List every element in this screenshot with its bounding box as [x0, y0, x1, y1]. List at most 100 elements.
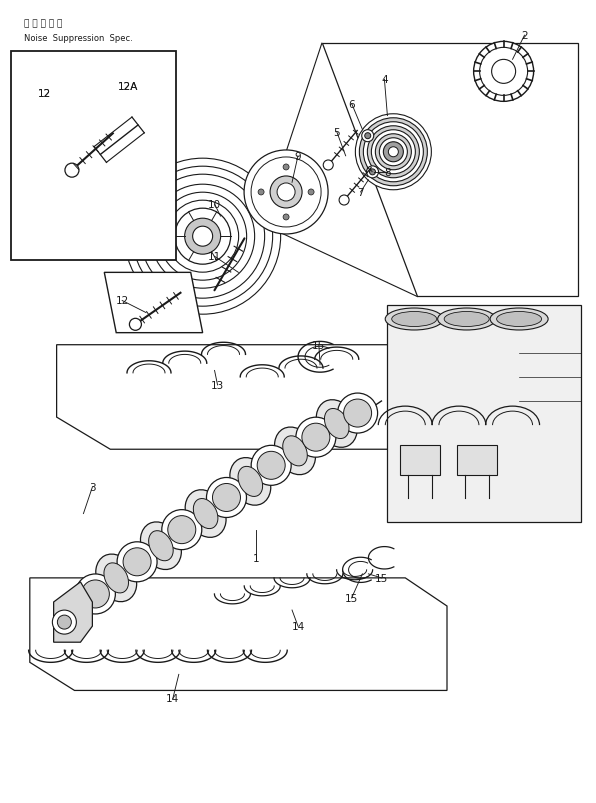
- Circle shape: [257, 452, 285, 479]
- Polygon shape: [322, 44, 578, 297]
- Bar: [457, 446, 497, 475]
- Circle shape: [258, 190, 264, 196]
- Circle shape: [380, 139, 407, 166]
- Bar: [400, 446, 440, 475]
- Circle shape: [337, 393, 378, 434]
- Circle shape: [251, 446, 291, 486]
- Circle shape: [57, 615, 72, 630]
- Text: 8: 8: [384, 168, 391, 177]
- Circle shape: [129, 319, 141, 331]
- Ellipse shape: [275, 427, 315, 475]
- Circle shape: [302, 424, 330, 451]
- Circle shape: [185, 219, 221, 255]
- Text: 低 騒 音 仕 様: 低 騒 音 仕 様: [24, 19, 62, 29]
- Circle shape: [367, 127, 420, 178]
- Ellipse shape: [324, 409, 349, 439]
- Ellipse shape: [385, 308, 443, 331]
- Polygon shape: [54, 582, 92, 642]
- Circle shape: [213, 484, 240, 512]
- Circle shape: [344, 400, 371, 427]
- Ellipse shape: [496, 312, 542, 327]
- Circle shape: [308, 190, 314, 196]
- Circle shape: [151, 185, 254, 289]
- Circle shape: [375, 135, 411, 170]
- Circle shape: [168, 516, 195, 544]
- Circle shape: [492, 60, 516, 84]
- Circle shape: [206, 478, 247, 518]
- Text: 5: 5: [333, 128, 340, 137]
- Text: 11: 11: [208, 252, 221, 262]
- Circle shape: [270, 177, 302, 209]
- Polygon shape: [104, 273, 203, 333]
- Text: 1: 1: [253, 553, 260, 563]
- Circle shape: [389, 148, 398, 157]
- Circle shape: [162, 510, 202, 550]
- Circle shape: [355, 115, 432, 190]
- Circle shape: [370, 169, 375, 176]
- Circle shape: [323, 161, 333, 171]
- Ellipse shape: [437, 308, 496, 331]
- Circle shape: [474, 43, 533, 102]
- Circle shape: [167, 201, 238, 273]
- Circle shape: [277, 184, 295, 202]
- Ellipse shape: [392, 312, 437, 327]
- Circle shape: [193, 227, 213, 247]
- Text: 12: 12: [38, 89, 51, 99]
- Ellipse shape: [141, 522, 181, 570]
- Bar: [11, 52, 176, 261]
- Ellipse shape: [96, 554, 136, 602]
- Circle shape: [367, 167, 378, 178]
- Circle shape: [75, 574, 116, 614]
- Text: 10: 10: [208, 200, 221, 210]
- Text: 15: 15: [375, 573, 388, 583]
- Circle shape: [244, 151, 328, 234]
- Text: 6: 6: [348, 100, 355, 109]
- Ellipse shape: [185, 490, 226, 538]
- Circle shape: [251, 157, 321, 228]
- Circle shape: [296, 418, 336, 458]
- Ellipse shape: [104, 563, 129, 593]
- Ellipse shape: [230, 458, 271, 506]
- Circle shape: [123, 548, 151, 576]
- Circle shape: [359, 119, 427, 186]
- Ellipse shape: [148, 531, 173, 561]
- Circle shape: [82, 581, 109, 608]
- Text: 12: 12: [116, 296, 129, 306]
- Ellipse shape: [316, 400, 357, 448]
- Ellipse shape: [238, 467, 263, 497]
- Text: 13: 13: [211, 381, 224, 390]
- Text: 12: 12: [38, 89, 51, 99]
- Ellipse shape: [490, 308, 548, 331]
- Circle shape: [159, 193, 247, 281]
- Circle shape: [52, 610, 76, 634]
- Text: 2: 2: [521, 31, 528, 41]
- Circle shape: [339, 196, 349, 206]
- Polygon shape: [387, 305, 581, 522]
- Text: Noise  Suppression  Spec.: Noise Suppression Spec.: [24, 34, 132, 43]
- Text: 12A: 12A: [118, 82, 138, 92]
- Ellipse shape: [444, 312, 489, 327]
- Text: 14: 14: [291, 622, 305, 631]
- Circle shape: [117, 542, 157, 582]
- Circle shape: [175, 209, 231, 265]
- Text: 4: 4: [381, 75, 388, 85]
- Text: 9: 9: [294, 152, 302, 161]
- Text: 15: 15: [345, 593, 358, 603]
- Text: 7: 7: [357, 188, 364, 198]
- Circle shape: [365, 133, 371, 140]
- Text: 14: 14: [166, 694, 179, 703]
- Ellipse shape: [283, 436, 308, 467]
- Circle shape: [133, 167, 272, 307]
- Polygon shape: [30, 578, 447, 691]
- Ellipse shape: [193, 499, 218, 529]
- Circle shape: [480, 48, 527, 96]
- Text: 15: 15: [312, 340, 325, 350]
- Circle shape: [371, 131, 415, 174]
- Circle shape: [125, 159, 281, 315]
- Circle shape: [65, 164, 79, 178]
- Text: 3: 3: [89, 483, 96, 492]
- Circle shape: [364, 123, 423, 182]
- Circle shape: [283, 165, 289, 171]
- Polygon shape: [57, 345, 519, 450]
- Circle shape: [362, 131, 374, 142]
